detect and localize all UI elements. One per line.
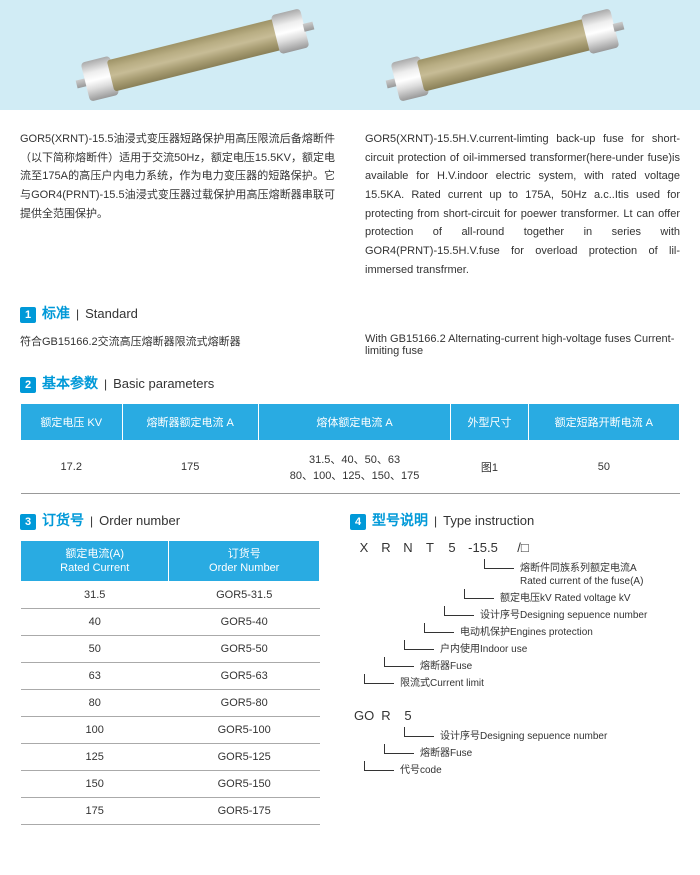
table-cell: 175 — [21, 798, 169, 825]
table-cell: GOR5-63 — [169, 663, 320, 690]
section-title-cn: 基本参数 — [42, 373, 98, 393]
type-letter: T — [420, 540, 440, 555]
section-params: 2 基本参数 | Basic parameters 额定电压 KV熔断器额定电流… — [0, 365, 700, 502]
table-cell: 100 — [21, 717, 169, 744]
type-diagram-2: GOR5 设计序号Designing sepuence number熔断器Fus… — [350, 708, 680, 777]
section-num: 4 — [350, 514, 366, 530]
section-title-en: Standard — [85, 306, 138, 321]
table-cell: 40 — [21, 609, 169, 636]
params-table: 额定电压 KV熔断器额定电流 A熔体额定电流 A外型尺寸额定短路开断电流 A 1… — [20, 403, 680, 494]
type-label: 户内使用Indoor use — [434, 640, 680, 656]
section-standard: 1 标准 | Standard 符合GB15166.2交流高压熔断器限流式熔断器… — [0, 295, 700, 365]
table-cell: GOR5-40 — [169, 609, 320, 636]
type-label: 熔断器Fuse — [414, 657, 680, 673]
description-row: GOR5(XRNT)-15.5油浸式变压器短路保护用高压限流后备熔断件（以下简称… — [0, 110, 700, 295]
table-row: 150GOR5-150 — [21, 771, 320, 798]
table-row: 31.5GOR5-31.5 — [21, 582, 320, 609]
table-row: 100GOR5-100 — [21, 717, 320, 744]
type-diagram-1: XRNT5-15.5/□ 熔断件同族系列额定电流A Rated current … — [350, 540, 680, 690]
table-cell: GOR5-50 — [169, 636, 320, 663]
type-label: 电动机保护Engines protection — [454, 623, 680, 639]
type-label: 熔断器Fuse — [414, 744, 680, 760]
section-title-en: Order number — [99, 513, 180, 528]
section-num: 3 — [20, 514, 36, 530]
table-cell: GOR5-80 — [169, 690, 320, 717]
table-cell: 125 — [21, 744, 169, 771]
standard-cn: 符合GB15166.2交流高压熔断器限流式熔断器 — [20, 333, 335, 357]
table-cell: 17.2 — [21, 440, 123, 493]
table-row: 40GOR5-40 — [21, 609, 320, 636]
table-cell: GOR5-125 — [169, 744, 320, 771]
section-num: 1 — [20, 307, 36, 323]
type-label: 设计序号Designing sepuence number — [474, 606, 680, 622]
table-cell: 50 — [21, 636, 169, 663]
type-letter: X — [354, 540, 374, 555]
section-title-en: Type instruction — [443, 513, 534, 528]
table-cell: GOR5-100 — [169, 717, 320, 744]
table-row: 175GOR5-175 — [21, 798, 320, 825]
section-title-en: Basic parameters — [113, 376, 214, 391]
type-label: 设计序号Designing sepuence number — [434, 727, 680, 743]
table-cell: 63 — [21, 663, 169, 690]
table-cell: 31.5 — [21, 582, 169, 609]
type-label: 额定电压kV Rated voltage kV — [494, 589, 680, 605]
table-header: 额定电流(A)Rated Current — [21, 540, 169, 582]
table-cell: 50 — [528, 440, 679, 493]
table-row: 50GOR5-50 — [21, 636, 320, 663]
fuse-illustration-2 — [386, 0, 624, 112]
description-en: GOR5(XRNT)-15.5H.V.current-limting back-… — [365, 130, 680, 280]
order-table: 额定电流(A)Rated Current订货号Order Number 31.5… — [20, 540, 320, 826]
section-title-cn: 型号说明 — [372, 510, 428, 530]
type-label: 限流式Current limit — [394, 674, 680, 690]
type-letter: 5 — [398, 708, 418, 723]
table-header: 外型尺寸 — [451, 403, 528, 440]
table-header: 熔体额定电流 A — [258, 403, 450, 440]
table-cell: 175 — [122, 440, 258, 493]
table-row: 63GOR5-63 — [21, 663, 320, 690]
table-cell: GOR5-150 — [169, 771, 320, 798]
hero-image-area — [0, 0, 700, 110]
type-letter: N — [398, 540, 418, 555]
table-cell: 80 — [21, 690, 169, 717]
type-label: 代号code — [394, 761, 680, 777]
type-letter: R — [376, 540, 396, 555]
section-title-cn: 订货号 — [42, 510, 84, 530]
table-cell: GOR5-31.5 — [169, 582, 320, 609]
fuse-illustration-1 — [76, 0, 314, 112]
type-letter: -15.5 — [464, 540, 502, 555]
table-header: 额定电压 KV — [21, 403, 123, 440]
type-label: 熔断件同族系列额定电流A Rated current of the fuse(A… — [514, 559, 680, 588]
type-letter: /□ — [504, 540, 542, 555]
section-num: 2 — [20, 377, 36, 393]
table-cell: 150 — [21, 771, 169, 798]
type-letter: 5 — [442, 540, 462, 555]
table-cell: 图1 — [451, 440, 528, 493]
type-letter: GO — [354, 708, 374, 723]
table-row: 125GOR5-125 — [21, 744, 320, 771]
table-cell: GOR5-175 — [169, 798, 320, 825]
table-header: 熔断器额定电流 A — [122, 403, 258, 440]
table-header: 订货号Order Number — [169, 540, 320, 582]
table-cell: 31.5、40、50、63 80、100、125、150、175 — [258, 440, 450, 493]
table-row: 80GOR5-80 — [21, 690, 320, 717]
type-letter: R — [376, 708, 396, 723]
table-header: 额定短路开断电流 A — [528, 403, 679, 440]
description-cn: GOR5(XRNT)-15.5油浸式变压器短路保护用高压限流后备熔断件（以下简称… — [20, 130, 335, 280]
section-title-cn: 标准 — [42, 303, 70, 323]
standard-en: With GB15166.2 Alternating-current high-… — [365, 333, 680, 357]
